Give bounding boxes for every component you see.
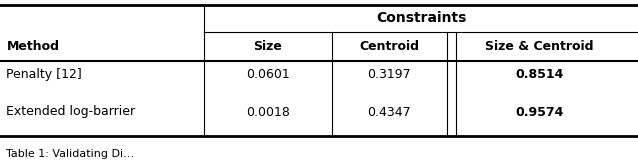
Text: 0.4347: 0.4347 [367, 105, 411, 119]
Text: Method: Method [6, 40, 59, 53]
Text: Size: Size [253, 40, 283, 53]
Text: 0.3197: 0.3197 [367, 68, 411, 81]
Text: Size & Centroid: Size & Centroid [485, 40, 593, 53]
Text: Centroid: Centroid [359, 40, 419, 53]
Text: 0.0018: 0.0018 [246, 105, 290, 119]
Text: Extended log-barrier: Extended log-barrier [6, 105, 135, 119]
Text: Table 1: Validating Di…: Table 1: Validating Di… [6, 149, 135, 159]
Text: 0.9574: 0.9574 [515, 105, 563, 119]
Text: 0.0601: 0.0601 [246, 68, 290, 81]
Text: 0.8514: 0.8514 [515, 68, 563, 81]
Text: Penalty [12]: Penalty [12] [6, 68, 82, 81]
Text: Constraints: Constraints [376, 11, 466, 25]
